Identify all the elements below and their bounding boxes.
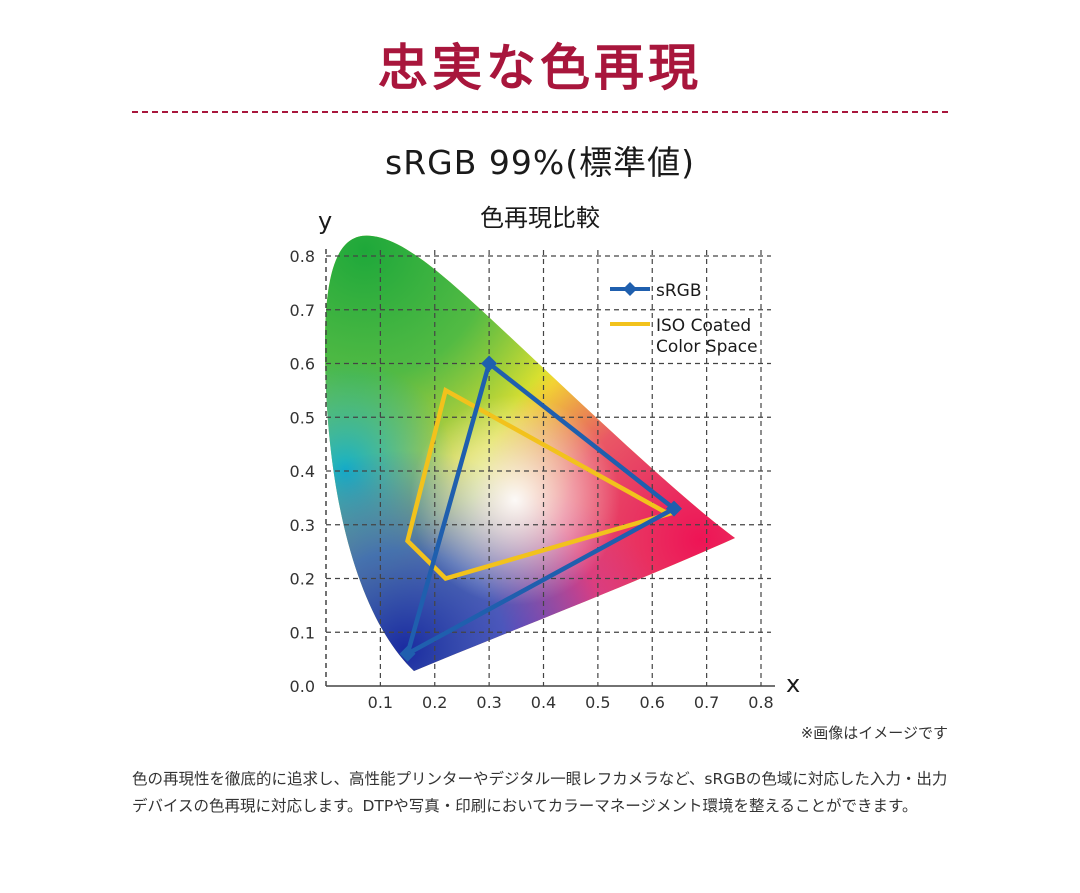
chart-series: [399, 355, 682, 662]
page-heading: 忠実な色再現: [378, 39, 702, 97]
chart-title: 色再現比較: [480, 204, 600, 232]
x-axis-label: x: [786, 670, 800, 698]
srgb-gamut-triangle: [403, 359, 679, 659]
srgb-point-marker: [666, 500, 682, 517]
y-tick-label: 0.3: [290, 516, 315, 535]
y-tick-label: 0.0: [290, 677, 315, 696]
tick-labels: 0.1 0.2 0.3 0.4 0.5 0.6 0.7 0.8 0.0 0.1 0.2 0.3 0.4 0…: [290, 247, 774, 712]
srgb-coverage-subtitle: sRGB 99%(標準値): [385, 143, 695, 182]
x-tick-label: 0.4: [531, 693, 556, 712]
y-tick-label: 0.8: [290, 247, 315, 266]
heading-divider: [132, 111, 948, 113]
description-text: 色の再現性を徹底的に追求し、高性能プリンターやデジタル一眼レフカメラなど、sRG…: [132, 770, 948, 815]
chart-legend: sRGB ISO Coated Color Space: [610, 281, 758, 357]
y-tick-label: 0.2: [290, 570, 315, 589]
chart-grid: [326, 250, 771, 686]
srgb-point-marker: [399, 645, 416, 662]
legend-label-srgb: sRGB: [656, 281, 702, 301]
y-tick-label: 0.6: [290, 355, 315, 374]
legend-label-iso-line2: Color Space: [656, 337, 758, 357]
legend-label-iso-line1: ISO Coated: [656, 316, 751, 336]
x-tick-label: 0.7: [694, 693, 719, 712]
iso-coated-gamut-polygon: [405, 386, 675, 582]
y-tick-label: 0.4: [290, 462, 315, 481]
x-tick-label: 0.5: [585, 693, 610, 712]
x-tick-label: 0.8: [748, 693, 773, 712]
y-tick-label: 0.7: [290, 301, 315, 320]
legend-item-iso: ISO Coated Color Space: [610, 316, 758, 357]
x-tick-label: 0.6: [640, 693, 665, 712]
y-tick-label: 0.1: [290, 623, 315, 642]
image-note: ※画像はイメージです: [800, 724, 948, 742]
y-tick-label: 0.5: [290, 408, 315, 427]
x-tick-label: 0.1: [368, 693, 393, 712]
legend-label-iso: ISO Coated Color Space: [656, 316, 758, 357]
chart-axes: [325, 248, 775, 687]
x-tick-label: 0.2: [422, 693, 447, 712]
y-axis-label: y: [318, 207, 332, 235]
x-tick-label: 0.3: [476, 693, 501, 712]
legend-item-srgb: sRGB: [610, 281, 702, 301]
srgb-point-marker: [481, 355, 498, 372]
